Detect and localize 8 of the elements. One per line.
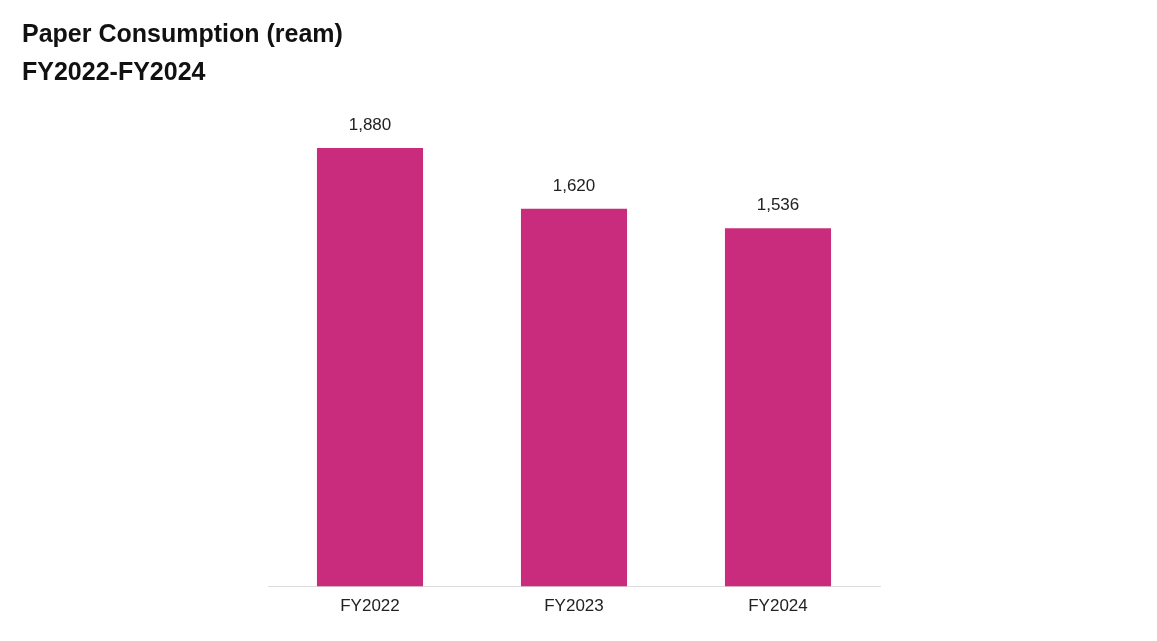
chart-subtitle: FY2022-FY2024 <box>22 56 207 87</box>
data-label: 1,620 <box>552 175 596 195</box>
x-tick-label: FY2023 <box>544 596 604 616</box>
data-label: 1,880 <box>348 115 392 135</box>
x-tick-label: FY2022 <box>340 596 400 616</box>
data-label: 1,536 <box>756 195 800 215</box>
chart-title: Paper Consumption (ream) <box>22 18 343 49</box>
x-tick-label: FY2024 <box>748 596 808 616</box>
